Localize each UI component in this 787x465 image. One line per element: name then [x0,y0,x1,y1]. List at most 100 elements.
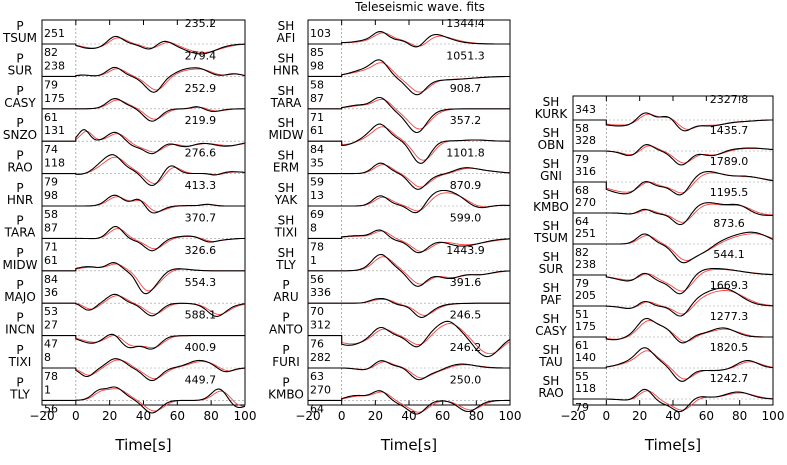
distance-value: 61 [575,339,589,352]
distance-value: 64 [575,215,589,228]
phase-label: SH [543,95,560,109]
station-label: RAO [538,386,563,400]
azimuth-value: 1 [310,254,317,267]
x-tick-label: 20 [102,409,117,423]
distance-value: 58 [575,122,589,135]
amplitude-value: 554.3 [185,276,217,289]
amplitude-value: 1242.7 [710,372,749,385]
observed-waveform [308,31,510,48]
azimuth-value: 131 [44,124,65,137]
x-tick-label: −20 [295,409,320,423]
station-label: CASY [535,324,567,338]
distance-value: 82 [44,46,58,59]
station-label: ERM [273,161,299,175]
station-label: TLY [275,258,296,272]
distance-value: 56 [310,273,324,286]
distance-value: 79 [575,401,589,414]
x-axis-label: Time[s] [114,436,171,454]
amplitude-value: 246.5 [450,309,482,322]
amplitude-value: 544.1 [713,248,745,261]
phase-label: SH [543,250,560,264]
phase-label: P [16,213,23,227]
phase-label: SH [543,188,560,202]
observed-waveform [308,390,510,415]
station-label: PAF [540,293,562,307]
phase-label: P [16,181,23,195]
x-tick-label: 100 [234,409,257,423]
amplitude-value: 1277.3 [710,310,749,323]
azimuth-value: 87 [310,92,324,105]
synthetic-waveform [573,320,773,343]
distance-value: 58 [44,208,58,221]
distance-value: 53 [44,305,58,318]
amplitude-value: 326.6 [185,244,217,257]
azimuth-value: 27 [44,319,58,332]
azimuth-value: 270 [310,383,331,396]
x-tick-label: 80 [469,409,484,423]
azimuth-value: 8 [310,221,317,234]
azimuth-value: 175 [575,320,596,333]
azimuth-value: 175 [44,92,65,105]
x-tick-label: 20 [368,409,383,423]
x-tick-label: 60 [170,409,185,423]
observed-waveform [42,66,246,93]
observed-waveform [42,386,246,414]
phase-label: P [282,278,289,292]
distance-value: 79 [575,153,589,166]
amplitude-value: 400.9 [185,341,217,354]
observed-waveform [573,317,773,344]
station-label: YAK [274,193,299,207]
amplitude-value: 219.9 [185,114,217,127]
amplitude-value: 599.0 [450,211,482,224]
distance-value: 63 [310,370,324,383]
phase-label: P [16,116,23,130]
phase-label: P [16,246,23,260]
distance-value: 47 [44,338,58,351]
amplitude-value: 246.2 [450,341,482,354]
x-tick-label: 60 [699,409,714,423]
amplitude-value: 252.9 [185,82,217,95]
station-label: HNR [273,63,299,77]
station-label: TLY [9,387,30,401]
station-label: SUR [539,262,564,276]
observed-waveform [308,320,511,358]
azimuth-value: 316 [575,165,596,178]
amplitude-value: 1101.8 [446,147,485,160]
azimuth-value: 87 [44,221,58,234]
azimuth-value: 1 [44,383,51,396]
x-tick-label: 0 [338,409,346,423]
azimuth-value: 61 [44,254,58,267]
azimuth-value: 13 [310,189,324,202]
phase-label: P [16,51,23,65]
observed-waveform [308,96,510,134]
phase-label: SH [278,19,295,33]
amplitude-value: 1789.0 [710,155,749,168]
distance-value: 79 [44,176,58,189]
observed-waveform [573,347,774,382]
observed-waveform [308,189,511,214]
phase-label: SH [278,116,295,130]
phase-label: P [16,278,23,292]
station-label: KMBO [533,200,569,214]
distance-value: 55 [575,370,589,383]
distance-value: 59 [310,176,324,189]
amplitude-value: 391.6 [450,276,482,289]
station-label: KURK [535,107,569,121]
station-label: TIXI [274,225,298,239]
x-tick-label: 40 [136,409,151,423]
amplitude-value: 370.7 [185,211,217,224]
